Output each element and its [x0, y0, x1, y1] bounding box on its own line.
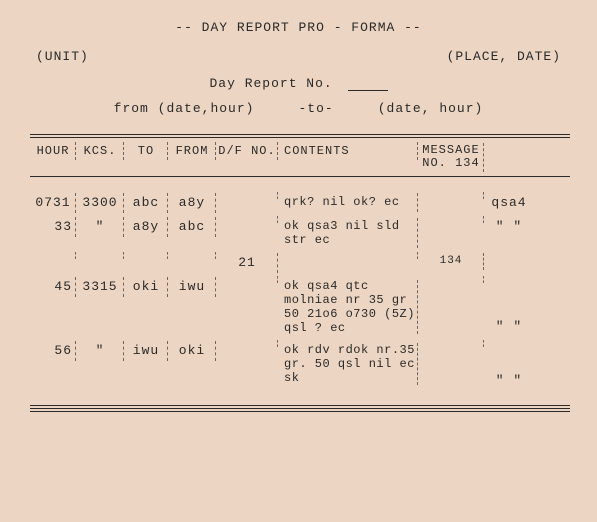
cell-df — [216, 215, 278, 223]
cell-contents: qrk? nil ok? ec — [278, 191, 418, 213]
cell-ext: " " — [484, 339, 534, 392]
table-header-row: HOUR KCS. TO FROM D/F NO. CONTENTS MESSA… — [30, 140, 570, 174]
cell-ext: " " — [484, 215, 534, 238]
from-label: from (date,hour) — [114, 101, 255, 116]
spacer — [30, 179, 570, 191]
cell-contents: ok qsa4 qtc molniae nr 35 gr 50 21o6 o73… — [278, 275, 418, 339]
rule-top — [30, 134, 570, 138]
cell-ext: " " — [484, 275, 534, 338]
col-to: TO — [124, 140, 168, 162]
cell-to: abc — [124, 191, 168, 214]
cell-df — [216, 191, 278, 199]
meta-row: (UNIT) (PLACE, DATE) — [30, 49, 567, 64]
cell-msg — [418, 339, 484, 347]
cell-df — [216, 275, 278, 283]
col-msg: MESSAGE NO. 134 — [418, 140, 484, 174]
cell-from: iwu — [168, 275, 216, 298]
report-no-label: Day Report No. — [209, 76, 332, 91]
cell-kcs: 3315 — [76, 275, 124, 298]
cell-kcs — [76, 251, 124, 259]
to-date-label: (date, hour) — [378, 101, 484, 116]
cell-df — [216, 339, 278, 347]
cell-hour — [30, 251, 76, 259]
cell-from — [168, 251, 216, 259]
report-no-blank — [348, 90, 388, 91]
cell-msg: 134 — [418, 251, 484, 271]
cell-to: oki — [124, 275, 168, 298]
cell-from: a8y — [168, 191, 216, 214]
cell-df: 21 — [216, 251, 278, 274]
col-contents: CONTENTS — [278, 140, 418, 162]
date-range-row: from (date,hour) -to- (date, hour) — [30, 101, 567, 116]
cell-to — [124, 251, 168, 259]
col-hour: HOUR — [30, 140, 76, 162]
cell-kcs: " — [76, 215, 124, 238]
cell-hour: 33 — [30, 215, 76, 238]
cell-hour: 56 — [30, 339, 76, 362]
col-ext — [484, 140, 534, 148]
cell-from: oki — [168, 339, 216, 362]
rule-header — [30, 176, 570, 177]
cell-kcs: " — [76, 339, 124, 362]
table-row: 21 134 — [30, 251, 570, 275]
cell-to: iwu — [124, 339, 168, 362]
log-table: HOUR KCS. TO FROM D/F NO. CONTENTS MESSA… — [30, 134, 570, 412]
col-from: FROM — [168, 140, 216, 162]
table-row: 56 " iwu oki ok rdv rdok nr.35 gr. 50 qs… — [30, 339, 570, 397]
report-number-row: Day Report No. — [30, 76, 567, 91]
cell-msg — [418, 191, 484, 199]
cell-ext: qsa4 — [484, 191, 534, 214]
spacer — [30, 397, 570, 403]
cell-from: abc — [168, 215, 216, 238]
cell-msg — [418, 275, 484, 283]
cell-kcs: 3300 — [76, 191, 124, 214]
place-date-label: (PLACE, DATE) — [447, 49, 561, 64]
col-df: D/F NO. — [216, 140, 278, 162]
unit-label: (UNIT) — [36, 49, 89, 64]
table-row: 0731 3300 abc a8y qrk? nil ok? ec qsa4 — [30, 191, 570, 215]
col-kcs: KCS. — [76, 140, 124, 162]
rule-bottom-1 — [30, 405, 570, 406]
cell-contents: ok rdv rdok nr.35 gr. 50 qsl nil ec sk — [278, 339, 418, 389]
table-row: 45 3315 oki iwu ok qsa4 qtc molniae nr 3… — [30, 275, 570, 339]
cell-ext — [484, 251, 534, 259]
table-row: 33 " a8y abc ok qsa3 nil sld str ec " " — [30, 215, 570, 251]
cell-msg — [418, 215, 484, 223]
rule-bottom-2 — [30, 408, 570, 412]
page: -- DAY REPORT PRO - FORMA -- (UNIT) (PLA… — [0, 0, 597, 424]
cell-hour: 45 — [30, 275, 76, 298]
cell-to: a8y — [124, 215, 168, 238]
cell-contents — [278, 251, 418, 259]
cell-hour: 0731 — [30, 191, 76, 214]
to-separator: -to- — [298, 101, 333, 116]
page-title: -- DAY REPORT PRO - FORMA -- — [30, 20, 567, 35]
cell-contents: ok qsa3 nil sld str ec — [278, 215, 418, 251]
